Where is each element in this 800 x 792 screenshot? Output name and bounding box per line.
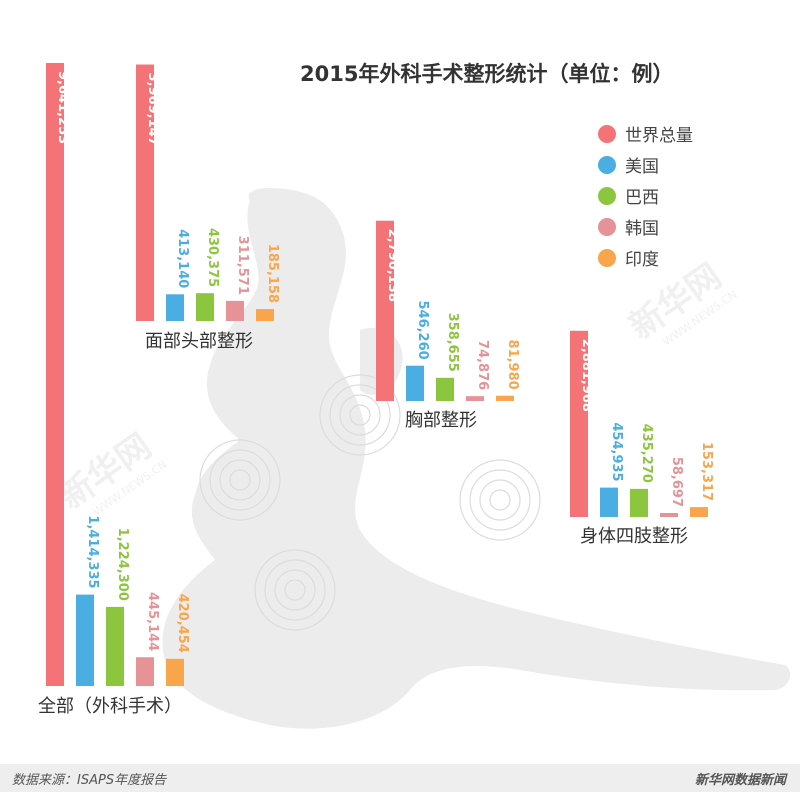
bar-value-label: 546,260	[415, 300, 430, 359]
bar-value-label: 2,881,968	[579, 339, 594, 412]
bar-value-label: 430,375	[205, 228, 220, 287]
group-label: 胸部整形	[405, 410, 477, 431]
ripple-icon	[254, 549, 336, 631]
legend-item: 美国	[598, 149, 693, 180]
bar-value-label: 81,980	[505, 340, 520, 390]
ripple-icon	[319, 374, 401, 456]
bar-group: 3,969,147 413,140 430,375 311,571 185,158 面部头…	[136, 64, 280, 352]
legend-label: 美国	[625, 157, 659, 177]
bar	[376, 220, 394, 401]
legend-label: 印度	[625, 250, 659, 270]
group-label: 身体四肢整形	[580, 526, 688, 547]
bar	[630, 488, 648, 517]
legend-label: 韩国	[625, 219, 659, 239]
bar	[600, 487, 618, 517]
bar	[406, 365, 424, 401]
bar-value-label: 74,876	[475, 340, 490, 390]
legend-item: 印度	[598, 242, 693, 273]
bar	[136, 64, 154, 322]
bar	[196, 293, 214, 321]
ripple-icon	[459, 459, 541, 541]
bar-group: 2,881,968 454,935 435,270 58,697 153,317 身体四肢…	[570, 330, 714, 547]
bar-value-label: 153,317	[699, 442, 714, 501]
bar	[436, 377, 454, 401]
bar	[690, 507, 708, 517]
legend-label: 世界总量	[625, 126, 693, 146]
bar-value-label: 311,571	[235, 236, 250, 295]
legend-swatch-icon	[598, 248, 616, 267]
bar-value-label: 2,790,138	[385, 229, 400, 302]
bar-group: 2,790,138 546,260 358,655 74,876 81,980 胸部整形	[376, 220, 520, 431]
legend-swatch-icon	[598, 124, 616, 143]
bar	[660, 513, 678, 517]
bar-value-label: 1,414,335	[85, 515, 100, 588]
bar-value-label: 454,935	[609, 422, 624, 481]
bar	[256, 309, 274, 321]
group-label: 面部头部整形	[145, 331, 253, 352]
bar-value-label: 3,969,147	[145, 73, 160, 146]
bar	[496, 395, 514, 401]
brand-credit: 新华网数据新闻	[694, 773, 786, 788]
legend-item: 韩国	[598, 211, 693, 242]
bar-value-label: 445,144	[145, 592, 160, 651]
bar-value-label: 58,697	[669, 457, 684, 507]
ripple-icon	[199, 439, 281, 521]
footer-bar: 数据来源：ISAPS年度报告 新华网数据新闻	[0, 764, 800, 792]
legend-label: 巴西	[625, 188, 659, 208]
legend: 世界总量 美国 巴西 韩国 印度	[598, 118, 693, 273]
bar-value-label: 9,641,253	[55, 71, 70, 144]
source-note: 数据来源：ISAPS年度报告	[12, 773, 167, 788]
bar	[76, 594, 94, 686]
bar-value-label: 413,140	[175, 229, 190, 288]
bar-value-label: 435,270	[639, 424, 654, 483]
bar-group: 9,641,253 1,414,335 1,224,300 445,144 420,45…	[38, 63, 190, 717]
legend-swatch-icon	[598, 155, 616, 174]
plot-area: 9,641,253 1,414,335 1,224,300 445,144 420,45…	[38, 63, 714, 717]
chart-title: 2015年外科手术整形统计（单位：例）	[300, 62, 674, 86]
legend-item: 巴西	[598, 180, 693, 211]
bar	[166, 658, 184, 686]
bar	[166, 294, 184, 321]
legend-item: 世界总量	[598, 118, 693, 149]
bar	[106, 606, 124, 686]
bar-value-label: 1,224,300	[115, 528, 130, 601]
group-label: 全部（外科手术）	[38, 696, 182, 717]
bar-value-label: 420,454	[175, 594, 190, 653]
legend-swatch-icon	[598, 186, 616, 205]
bar	[226, 300, 244, 321]
bar	[570, 330, 588, 517]
bar	[46, 63, 64, 686]
silhouette-shape	[162, 188, 791, 729]
bar	[136, 657, 154, 686]
bar-value-label: 358,655	[445, 313, 460, 372]
legend-swatch-icon	[598, 217, 616, 236]
bar-value-label: 185,158	[265, 244, 280, 303]
bar	[466, 396, 484, 401]
